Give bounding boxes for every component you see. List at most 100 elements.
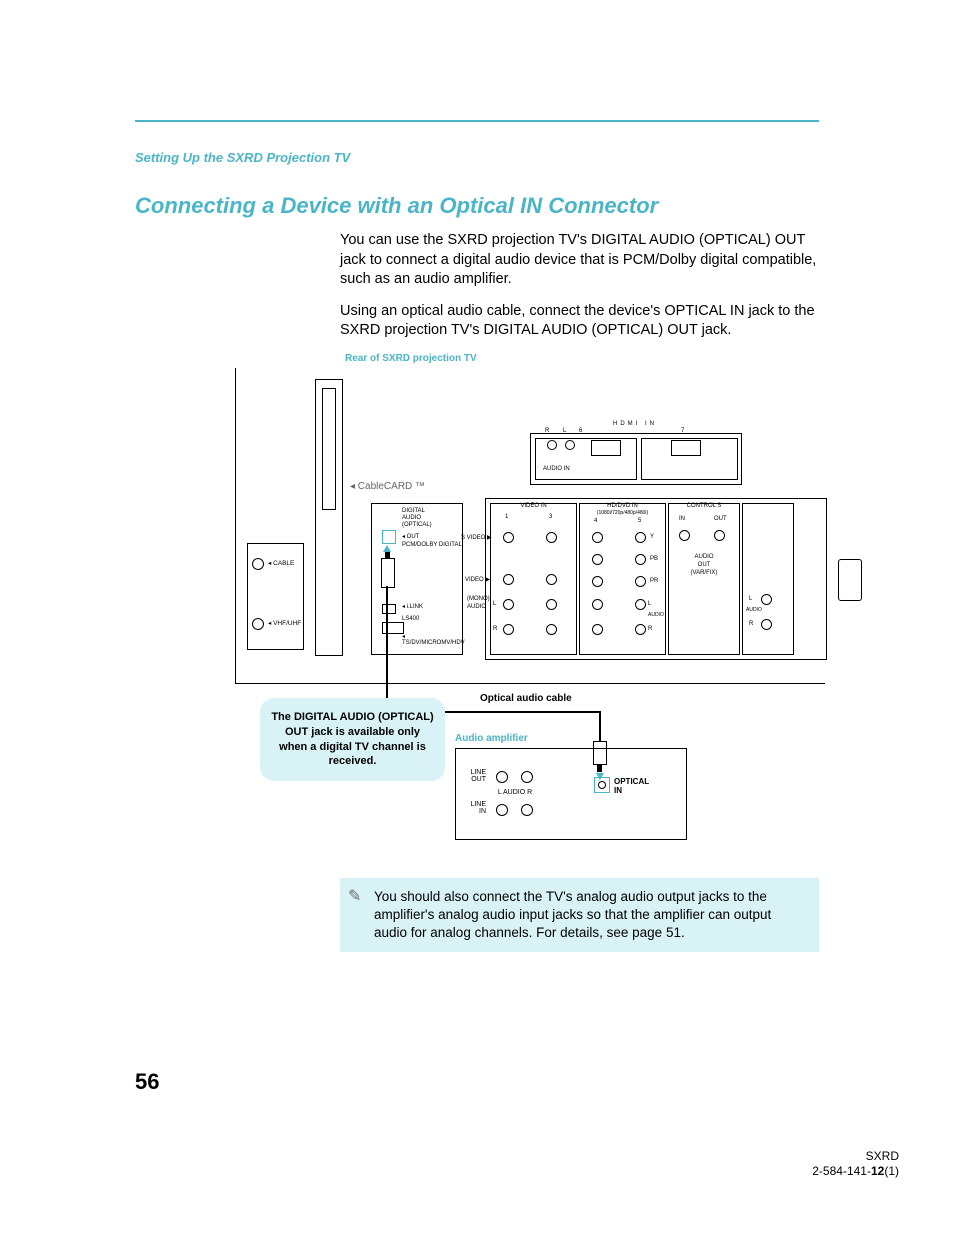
line-in-label: LINE IN: [456, 801, 486, 815]
col-1-label: 1: [505, 514, 508, 520]
tv-left-wall: [235, 368, 236, 683]
comp-r-lbl: R: [648, 626, 652, 632]
audio-r-3: [546, 624, 557, 635]
audio-amplifier-box: LINE OUT L AUDIO R LINE IN OPTICAL IN: [455, 748, 687, 840]
comp-audio-lbl: AUDIO: [648, 612, 664, 618]
cable-jack: [252, 558, 264, 570]
cablecard-label: ◂ CableCARD ™: [350, 481, 425, 492]
digital-audio-l2: AUDIO: [402, 515, 421, 522]
y-jack-5: [635, 532, 646, 543]
col-5-label: 5: [638, 518, 641, 524]
video-label: VIDEO ▶: [465, 576, 490, 583]
ts-dv-label: ◂ TS/DV/MICROMV/HDV: [402, 634, 465, 647]
tip-box: ✎ You should also connect the TV's analo…: [340, 878, 819, 953]
hdmi-panel: HDMI IN R L 6 7 AUDIO IN: [530, 363, 740, 488]
audio-l-lbl: L: [493, 601, 496, 607]
top-rule: [135, 120, 819, 122]
amp-optical-in-jack: [594, 777, 610, 793]
footer-docnum-post: (1): [884, 1164, 899, 1178]
varfix-r: [761, 619, 772, 630]
vhf-uhf-jack: [252, 618, 264, 630]
audio-out-3: (VAR/FIX): [669, 570, 739, 576]
hdmi-6-label: 6: [579, 428, 582, 434]
cable-label: ◂ CABLE: [268, 559, 294, 567]
comp-audio-l-4: [592, 599, 603, 610]
line-out-label: LINE OUT: [456, 769, 486, 783]
ctrl-out: OUT: [714, 516, 727, 522]
pr-jack-5: [635, 576, 646, 587]
col-4-label: 4: [594, 518, 597, 524]
footer: SXRD 2-584-141-12(1): [812, 1149, 899, 1180]
hdmi-port-6: [591, 440, 621, 456]
section-title: Connecting a Device with an Optical IN C…: [135, 193, 819, 219]
footer-line-2: 2-584-141-12(1): [812, 1164, 899, 1180]
svideo-label: S VIDEO ▶: [461, 534, 492, 541]
hdmi-audio-l: [565, 440, 575, 450]
hddvd-spec: (1080i/720p/480p/480i): [580, 510, 665, 516]
paragraph-1: You can use the SXRD projection TV's DIG…: [340, 231, 819, 290]
audio-r-lbl: R: [493, 626, 497, 632]
ctrl-in: IN: [679, 516, 685, 522]
video-jack-1: [503, 574, 514, 585]
y-lbl: Y: [650, 534, 654, 540]
hdmi-header: HDMI IN: [530, 421, 740, 427]
ac-power-inlet: [838, 559, 862, 601]
cablecard-slot-inner: [322, 388, 336, 510]
av-col-3: CONTROL S IN OUT AUDIO OUT (VAR/FIX): [668, 503, 740, 655]
varfix-audio-lbl: AUDIO: [746, 607, 762, 613]
comp-audio-r-5: [635, 624, 646, 635]
digital-audio-out: ◂ OUT: [402, 534, 419, 541]
comp-audio-l-5: [635, 599, 646, 610]
hdmi-7-label: 7: [681, 428, 684, 434]
optical-cable-label: Optical audio cable: [480, 693, 572, 704]
pb-lbl: PB: [650, 556, 658, 562]
amp-linein-r: [521, 804, 533, 816]
optical-in-label: OPTICAL IN: [614, 777, 664, 795]
chapter-title: Setting Up the SXRD Projection TV: [135, 150, 819, 165]
ilink-label: ◂ i.LINK: [402, 604, 423, 611]
hddvd-hdr: HD/DVD IN: [580, 503, 665, 509]
amp-lineout-r: [521, 771, 533, 783]
audio-l-3: [546, 599, 557, 610]
note-bubble: The DIGITAL AUDIO (OPTICAL) OUT jack is …: [260, 698, 445, 781]
av-col-1: VIDEO IN 1 3 S VIDEO ▶ VIDEO ▶ (MONO) AU…: [490, 503, 577, 655]
cablecard-slot: [315, 379, 343, 656]
amp-linein-l: [496, 804, 508, 816]
svideo-jack-1: [503, 532, 514, 543]
pb-jack-4: [592, 554, 603, 565]
optical-plug-tv-end: [381, 558, 395, 588]
arrow-icon-up: [383, 545, 391, 552]
amp-lineout-l: [496, 771, 508, 783]
av-col-4: L AUDIO R: [742, 503, 794, 655]
ctrl-out-jack: [714, 530, 725, 541]
connection-diagram: Rear of SXRD projection TV ◂ CABLE ◂ VHF…: [135, 353, 819, 858]
pr-lbl: PR: [650, 578, 658, 584]
col-3-label: 3: [549, 514, 552, 520]
varfix-l: [761, 594, 772, 605]
hdmi-audio-r: [547, 440, 557, 450]
digital-audio-l3: (OPTICAL): [402, 522, 432, 529]
paragraph-2: Using an optical audio cable, connect th…: [340, 302, 819, 341]
hdmi-r-label: R: [545, 428, 549, 434]
varfix-l-lbl: L: [749, 596, 752, 602]
audio-r-1: [503, 624, 514, 635]
controls-hdr: CONTROL S: [669, 503, 739, 509]
svideo-jack-3: [546, 532, 557, 543]
hdmi-l-label: L: [563, 428, 566, 434]
hdmi-audio-in: AUDIO IN: [543, 466, 570, 472]
pr-jack-4: [592, 576, 603, 587]
pencil-icon: ✎: [348, 886, 361, 908]
av-col-2: HD/DVD IN (1080i/720p/480p/480i) 4 5 Y P…: [579, 503, 666, 655]
comp-l-lbl: L: [648, 601, 651, 607]
audio-lbl: AUDIO: [467, 604, 486, 610]
y-jack-4: [592, 532, 603, 543]
digital-audio-l1: DIGITAL: [402, 508, 425, 515]
l-audio-r-label: L AUDIO R: [494, 789, 536, 796]
main-av-panel: VIDEO IN 1 3 S VIDEO ▶ VIDEO ▶ (MONO) AU…: [485, 498, 827, 660]
hdmi-port-7: [671, 440, 701, 456]
vhf-uhf-label: ◂ VHF/UHF: [268, 619, 301, 627]
audio-out-1: AUDIO: [669, 554, 739, 560]
page-number: 56: [135, 1069, 159, 1095]
digital-audio-pcm: PCM/DOLBY DIGITAL: [402, 542, 462, 549]
footer-line-1: SXRD: [812, 1149, 899, 1165]
